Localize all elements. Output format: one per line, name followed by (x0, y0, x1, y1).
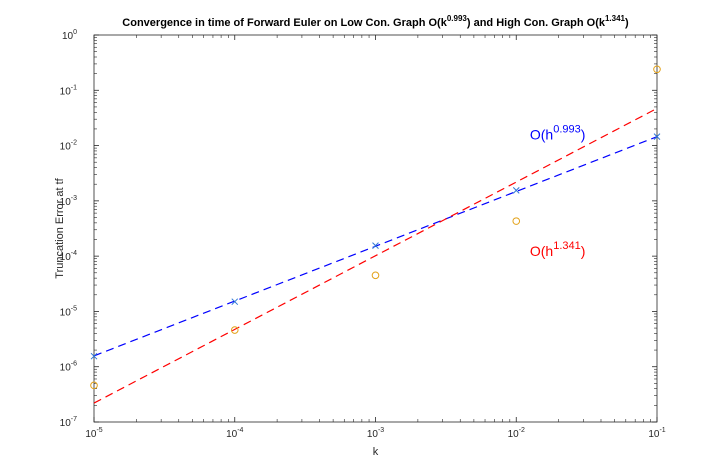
x-tick-label-base: 10 (85, 429, 97, 440)
x-tick-label: 10-4 (226, 427, 243, 440)
circle-marker (90, 381, 98, 390)
y-tick-label-exponent: -7 (71, 416, 77, 423)
y-tick-label-exponent: -1 (71, 84, 77, 91)
chart-title: Convergence in time of Forward Euler on … (122, 14, 629, 29)
x-tick-label: 10-5 (85, 427, 102, 440)
y-tick-label: 10-5 (60, 305, 77, 318)
y-tick-label: 100 (62, 29, 77, 42)
x-marker (653, 133, 661, 141)
annotation-close: ) (581, 243, 586, 259)
x-tick-label-exponent: -5 (96, 427, 102, 434)
y-tick-label-exponent: -4 (71, 250, 77, 257)
y-tick-label: 10-1 (60, 84, 77, 97)
y-tick-label-base: 10 (60, 363, 72, 374)
y-tick-label-base: 10 (60, 86, 72, 97)
x-tick-label-exponent: -2 (519, 427, 525, 434)
plot-area (93, 34, 658, 423)
y-tick-label-base: 10 (60, 252, 72, 263)
chart-title-part-3: ) (625, 17, 629, 29)
annotations: O(h0.993)O(h1.341) (530, 123, 586, 259)
y-tick-label: 10-6 (60, 361, 77, 374)
x-axis-ticks: 10-5 10-4 10-3 10-2 10-1 (85, 35, 666, 440)
y-tick-label: 10-2 (60, 140, 77, 153)
circle-marker (371, 271, 380, 280)
x-marker-stroke (372, 242, 379, 249)
x-tick-label-base: 10 (226, 429, 238, 440)
x-marker-stroke (231, 298, 239, 306)
y-tick-label-base: 10 (60, 307, 72, 318)
y-tick-label: 10-7 (60, 416, 77, 429)
y-tick-label-exponent: -2 (71, 140, 77, 147)
annotation-exponent: 0.993 (553, 123, 581, 135)
red-fit-line (93, 107, 658, 404)
annotation-close: ) (581, 126, 586, 142)
x-marker (90, 352, 98, 360)
x-tick-label-exponent: -1 (659, 427, 665, 434)
x-marker (372, 242, 379, 249)
y-tick-label-base: 10 (62, 31, 74, 42)
chart-title-part-1: Convergence in time of Forward Euler on … (122, 17, 447, 29)
x-tick-label-exponent: -3 (378, 427, 384, 434)
x-marker (231, 298, 239, 306)
x-tick-label-base: 10 (648, 429, 660, 440)
y-tick-label-exponent: -3 (71, 195, 77, 202)
x-marker-stroke (512, 186, 520, 194)
y-tick-label-base: 10 (60, 197, 72, 208)
annotation-base: O(h (530, 243, 553, 259)
y-tick-label-base: 10 (60, 418, 72, 429)
y-tick-label-exponent: 0 (73, 29, 77, 36)
x-axis-label: k (373, 446, 379, 458)
chart-title-exponent-2: 1.341 (605, 14, 626, 23)
x-tick-label: 10-2 (508, 427, 525, 440)
x-tick-label-base: 10 (508, 429, 520, 440)
y-axis-label: Truncation Error at tf (54, 177, 66, 278)
red-rate-annotation: O(h1.341) (530, 240, 586, 259)
circle-marker (230, 326, 239, 334)
x-marker (512, 186, 520, 194)
circle-marker (512, 217, 521, 225)
x-marker-stroke (653, 133, 661, 141)
y-tick-label-exponent: -5 (71, 305, 77, 312)
chart-title-part-2: ) and High Con. Graph O(k (467, 17, 606, 29)
circle-marker (653, 65, 661, 74)
chart-title-exponent-1: 0.993 (447, 14, 468, 23)
y-tick-label: 10-4 (60, 250, 77, 263)
y-tick-label-exponent: -6 (71, 361, 77, 368)
y-tick-label-base: 10 (60, 142, 72, 153)
x-tick-label-base: 10 (367, 429, 379, 440)
x-marker-stroke (90, 352, 98, 360)
x-tick-label-exponent: -4 (237, 427, 243, 434)
y-tick-label: 10-3 (60, 195, 77, 208)
data-markers (90, 65, 661, 390)
annotation-exponent: 1.341 (553, 240, 581, 252)
x-tick-label: 10-1 (648, 427, 665, 440)
annotation-base: O(h (530, 126, 553, 142)
blue-rate-annotation: O(h0.993) (530, 123, 586, 142)
x-tick-label: 10-3 (367, 427, 384, 440)
